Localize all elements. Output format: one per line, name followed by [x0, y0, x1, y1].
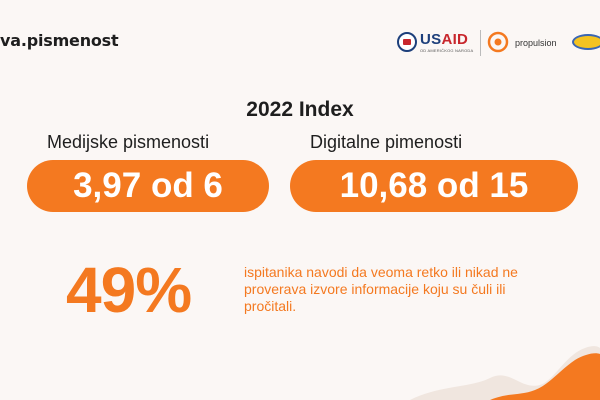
- propulsion-logo-text: propulsion: [515, 38, 557, 48]
- decorative-blob: [410, 346, 600, 400]
- usaid-tagline: OD AMERIČKOG NARODA: [420, 48, 474, 53]
- usaid-logo: USAID OD AMERIČKOG NARODA: [397, 31, 475, 55]
- digital-literacy-score: 10,68 od 15: [290, 160, 578, 212]
- usaid-logo-text: USAID: [420, 31, 469, 48]
- logo-divider: [480, 30, 481, 56]
- media-literacy-score: 3,97 od 6: [27, 160, 269, 212]
- brand-logo: va.pismenost: [0, 31, 119, 50]
- stat-percent: 49%: [66, 254, 192, 326]
- usaid-seal-icon: [397, 32, 417, 52]
- propulsion-mark-icon: [487, 31, 509, 53]
- page-title: 2022 Index: [246, 98, 354, 121]
- partner-logo-icon: [572, 34, 600, 50]
- digital-literacy-label: Digitalne pimenosti: [310, 132, 463, 152]
- stat-description: ispitanika navodi da veoma retko ili nik…: [244, 264, 518, 314]
- media-literacy-label: Medijske pismenosti: [47, 132, 210, 152]
